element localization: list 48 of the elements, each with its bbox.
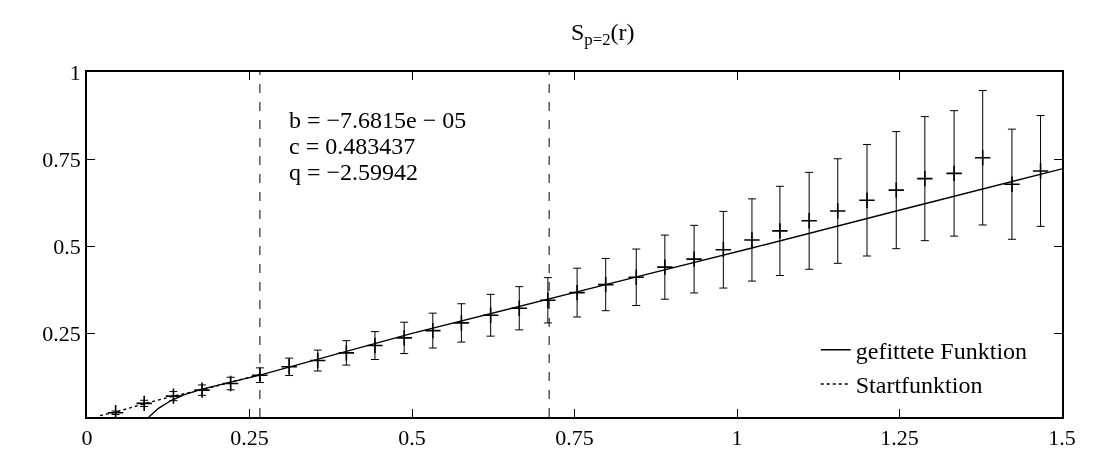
point bbox=[916, 170, 934, 188]
point bbox=[800, 212, 818, 230]
point bbox=[714, 241, 732, 259]
y-tick-label: 1 bbox=[69, 59, 81, 85]
legend-label: Startfunktion bbox=[855, 372, 983, 399]
point bbox=[1003, 175, 1021, 193]
point bbox=[251, 366, 269, 384]
point bbox=[309, 352, 327, 370]
point bbox=[452, 314, 470, 332]
chart-title: S$_{p=2}$(r) bbox=[571, 18, 635, 49]
point bbox=[887, 181, 905, 199]
point bbox=[771, 222, 789, 240]
point bbox=[743, 231, 761, 249]
y-tick-label: 0.25 bbox=[42, 321, 81, 347]
point bbox=[829, 202, 847, 220]
y-tick-label: 0.75 bbox=[42, 146, 81, 172]
point bbox=[193, 381, 211, 399]
point bbox=[1032, 162, 1050, 180]
point bbox=[337, 344, 355, 362]
annotation: c = 0.483437 bbox=[289, 133, 416, 159]
y-tick-label: 0.5 bbox=[53, 233, 81, 259]
point bbox=[974, 149, 992, 167]
x-tick-label: 1.25 bbox=[880, 425, 919, 451]
point bbox=[395, 329, 413, 347]
point bbox=[135, 394, 153, 412]
point bbox=[366, 337, 384, 355]
point bbox=[280, 358, 298, 376]
x-tick-label: 1 bbox=[731, 425, 743, 451]
point bbox=[568, 284, 586, 302]
point bbox=[164, 387, 182, 405]
point bbox=[510, 299, 528, 317]
point bbox=[627, 268, 645, 286]
point bbox=[858, 191, 876, 209]
legend-label: gefittete Funktion bbox=[855, 338, 1028, 365]
x-tick-label: 1.5 bbox=[1048, 425, 1076, 451]
point bbox=[482, 306, 500, 324]
point bbox=[424, 322, 442, 340]
x-tick-label: 0.5 bbox=[398, 425, 426, 451]
x-tick-label: 0 bbox=[81, 425, 93, 451]
point bbox=[656, 258, 674, 276]
point bbox=[685, 250, 703, 268]
x-tick-label: 0.25 bbox=[230, 425, 269, 451]
point bbox=[539, 291, 557, 309]
point bbox=[597, 276, 615, 294]
annotation: q = −2.59942 bbox=[289, 159, 419, 185]
x-tick-label: 0.75 bbox=[555, 425, 594, 451]
annotation: b = −7.6815e − 05 bbox=[289, 107, 467, 133]
point bbox=[945, 164, 963, 182]
